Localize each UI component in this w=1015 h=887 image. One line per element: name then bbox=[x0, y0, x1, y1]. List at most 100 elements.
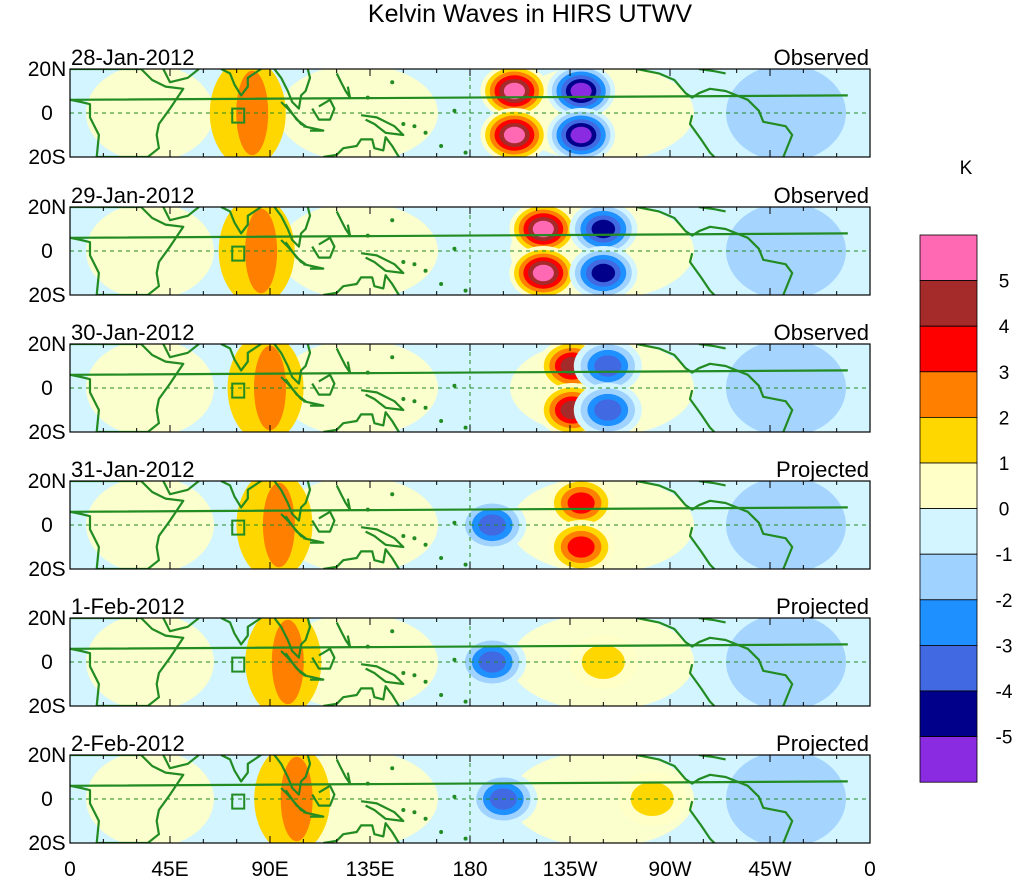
panel-status-label: Observed bbox=[774, 320, 869, 345]
y-tick-label: 20S bbox=[28, 284, 65, 307]
coastline bbox=[323, 136, 400, 157]
coastline bbox=[636, 618, 794, 706]
island bbox=[365, 507, 370, 512]
colorbar-level-label: 0 bbox=[999, 500, 1010, 521]
island bbox=[435, 706, 439, 710]
island bbox=[435, 157, 439, 161]
colorbar-swatch bbox=[919, 325, 978, 373]
panel-date: 2-Feb-2012 bbox=[71, 731, 185, 756]
x-tick-label: 45W bbox=[748, 858, 791, 881]
x-tick-label: 45E bbox=[151, 858, 188, 881]
region-box bbox=[231, 245, 246, 262]
island bbox=[390, 218, 395, 223]
coastline bbox=[360, 663, 405, 686]
coastline bbox=[280, 513, 307, 540]
island bbox=[401, 671, 406, 675]
coastline bbox=[70, 618, 848, 706]
coastline bbox=[311, 98, 336, 121]
colorbar-level-label: -3 bbox=[996, 636, 1013, 657]
island bbox=[423, 130, 428, 135]
x-tick-label: 180 bbox=[452, 858, 487, 881]
island bbox=[452, 520, 457, 525]
island bbox=[365, 644, 370, 649]
panel-status-label: Observed bbox=[774, 183, 869, 208]
coastline bbox=[280, 239, 307, 266]
colorbar-swatch bbox=[919, 690, 978, 737]
coastline bbox=[698, 207, 726, 213]
island bbox=[435, 295, 439, 299]
coastline bbox=[162, 618, 200, 633]
anomaly-contour bbox=[570, 126, 592, 144]
map-panel: 20N 0 20S 31-Jan-2012 Projected bbox=[28, 457, 871, 581]
coastline bbox=[335, 347, 352, 374]
colorbar-swatch bbox=[919, 553, 978, 601]
coastline bbox=[688, 114, 716, 157]
island bbox=[365, 233, 370, 238]
coastline bbox=[360, 114, 405, 137]
coastline bbox=[335, 484, 352, 511]
coastline bbox=[220, 344, 262, 372]
colorbar-level-label: -1 bbox=[996, 545, 1013, 566]
island bbox=[463, 288, 468, 293]
coastline bbox=[273, 755, 312, 796]
island bbox=[439, 693, 444, 697]
island bbox=[452, 657, 457, 662]
region-box bbox=[231, 656, 246, 673]
island bbox=[401, 122, 406, 126]
y-tick-label: 20S bbox=[28, 558, 65, 581]
coastline bbox=[335, 758, 352, 785]
y-tick-label: 20N bbox=[28, 58, 67, 81]
island bbox=[439, 830, 444, 834]
coastline bbox=[688, 252, 716, 295]
coastline bbox=[303, 125, 325, 132]
colorbar-level-label: -4 bbox=[996, 682, 1013, 703]
coastline bbox=[311, 784, 336, 807]
x-tick-label: 90E bbox=[251, 858, 288, 881]
coastline bbox=[273, 207, 312, 248]
island bbox=[463, 836, 468, 841]
colorbar-swatch bbox=[919, 371, 978, 418]
panel-date: 28-Jan-2012 bbox=[71, 45, 195, 70]
colorbar-level-label: -5 bbox=[996, 728, 1013, 749]
y-tick-label: 20S bbox=[28, 421, 65, 444]
y-tick-label: 20N bbox=[28, 333, 67, 356]
anomaly-contour bbox=[532, 220, 554, 238]
coastline bbox=[220, 481, 262, 509]
anomaly-contour bbox=[567, 492, 595, 514]
island bbox=[390, 629, 395, 634]
anomaly-contour bbox=[630, 782, 674, 816]
map-panel: 20N 0 20S 29-Jan-2012 Observed bbox=[28, 183, 871, 307]
island bbox=[401, 808, 406, 812]
island bbox=[412, 124, 417, 129]
island bbox=[401, 534, 406, 538]
coastline bbox=[70, 755, 848, 843]
coastline bbox=[698, 481, 726, 487]
island bbox=[412, 262, 417, 267]
y-tick-label: 0 bbox=[41, 514, 53, 537]
colorbar-unit: K bbox=[960, 158, 973, 179]
coastline bbox=[280, 376, 307, 403]
island bbox=[439, 556, 444, 560]
anomaly-contour bbox=[591, 219, 616, 239]
x-tick-label: 0 bbox=[864, 858, 876, 881]
island bbox=[452, 383, 457, 388]
x-tick-label: 135W bbox=[543, 858, 598, 881]
coastline bbox=[70, 481, 848, 569]
colorbar-swatch bbox=[919, 280, 978, 327]
panel-status-label: Projected bbox=[776, 731, 869, 756]
coastline bbox=[70, 207, 848, 295]
colorbar-swatch bbox=[919, 599, 978, 646]
map-panel: 20N 0 20S 1-Feb-2012 Projected bbox=[28, 594, 871, 718]
y-tick-label: 0 bbox=[41, 240, 53, 263]
anomaly-contour bbox=[581, 645, 625, 679]
coastline bbox=[311, 647, 336, 670]
island bbox=[390, 355, 395, 360]
region-box bbox=[231, 793, 246, 810]
island bbox=[390, 492, 395, 497]
coastline bbox=[303, 674, 325, 681]
colorbar-level-label: -2 bbox=[996, 591, 1013, 612]
coastline bbox=[303, 811, 325, 818]
coastline bbox=[273, 69, 312, 110]
island bbox=[423, 542, 428, 547]
